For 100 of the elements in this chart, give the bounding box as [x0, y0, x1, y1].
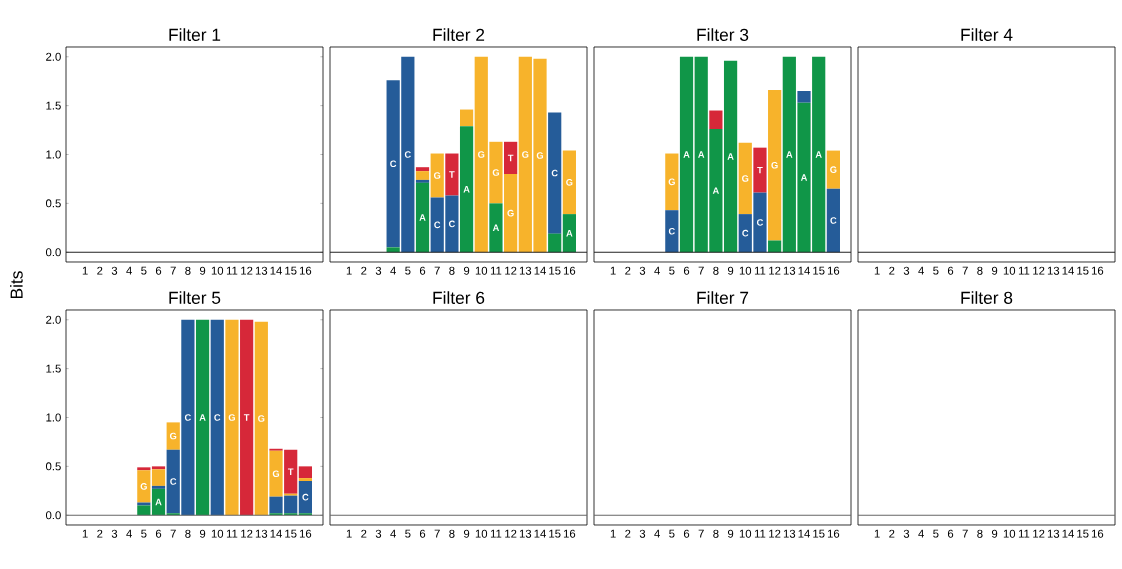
x-tick-label: 11	[754, 266, 766, 275]
x-tick-label: 11	[490, 266, 502, 275]
series-label: G	[742, 175, 749, 182]
x-tick-label: 9	[727, 529, 734, 538]
chart-title: Filter 8	[961, 291, 1013, 304]
x-tick-label: 16	[827, 266, 840, 275]
chart-title: Filter 5	[169, 291, 221, 304]
series-label: A	[786, 151, 793, 158]
x-tick-label: 5	[933, 266, 939, 275]
x-tick-label: 11	[226, 529, 238, 538]
x-tick-label: 6	[683, 266, 690, 275]
x-tick-label: 5	[405, 529, 411, 538]
x-tick-label: 13	[519, 266, 532, 275]
text: A	[800, 174, 808, 181]
x-tick-label: 9	[991, 266, 998, 275]
x-tick-label: 3	[111, 529, 118, 538]
x-tick-label: 8	[713, 266, 719, 275]
x-tick-label: 2	[625, 529, 631, 538]
x-tick-label: 4	[654, 266, 660, 275]
x-tick-label: 8	[449, 529, 455, 538]
x-tick-label: 8	[449, 266, 455, 275]
chart-title: Filter 7	[697, 291, 749, 304]
x-tick-label: 6	[155, 529, 162, 538]
x-tick-label: 1	[610, 266, 616, 275]
x-tick-label: 7	[170, 266, 176, 275]
text: A	[712, 187, 720, 194]
text: G	[228, 414, 235, 421]
x-tick-label: 6	[419, 266, 426, 275]
series-label: C	[448, 220, 456, 228]
text: C	[302, 493, 309, 501]
x-tick-label: 1	[346, 266, 352, 275]
chart-title: Filter 1	[169, 28, 221, 41]
x-tick-label: 3	[111, 266, 118, 275]
x-tick-label: 12	[769, 529, 781, 538]
text: C	[390, 160, 397, 168]
text: G	[258, 415, 265, 422]
x-tick-label: 3	[903, 266, 910, 275]
x-tick-label: 10	[739, 529, 752, 538]
chart-title: Filter 3	[697, 28, 749, 41]
x-tick-label: 11	[490, 529, 502, 538]
x-tick-label: 2	[625, 266, 631, 275]
y-tick-label: 0.0	[45, 248, 61, 257]
text: G	[478, 151, 485, 158]
y-tick-label: 0.5	[45, 462, 61, 471]
text: C	[214, 414, 221, 421]
y-tick-label: 1.0	[46, 413, 61, 422]
x-tick-label: 10	[211, 266, 224, 275]
text: T	[287, 468, 294, 475]
x-tick-label: 16	[1091, 266, 1104, 275]
text: G	[771, 161, 778, 169]
text: A	[566, 229, 573, 237]
x-tick-label: 10	[475, 529, 488, 538]
x-tick-label: 2	[97, 266, 103, 275]
y-tick-label: 0.0	[45, 511, 61, 520]
x-tick-label: 11	[1018, 266, 1030, 275]
text: A	[815, 151, 822, 158]
x-tick-label: 5	[669, 529, 675, 538]
text: C	[404, 151, 411, 158]
text: C	[434, 221, 441, 229]
x-tick-label: 11	[226, 266, 238, 275]
text: G	[522, 151, 529, 158]
x-tick-label: 2	[889, 266, 895, 275]
x-tick-label: 15	[1077, 529, 1089, 538]
x-tick-label: 1	[874, 529, 880, 538]
y-axis-title: Bits	[10, 271, 23, 299]
x-tick-label: 8	[713, 529, 719, 538]
x-tick-label: 6	[155, 266, 162, 275]
text: C	[551, 169, 558, 177]
text: A	[463, 185, 470, 193]
x-tick-label: 8	[977, 266, 983, 275]
x-tick-label: 6	[947, 529, 954, 538]
x-tick-label: 5	[141, 529, 147, 538]
x-tick-label: 2	[361, 266, 367, 275]
text: C	[742, 229, 749, 237]
series-label: G	[169, 432, 177, 440]
chart-title: Filter 4	[961, 28, 1013, 41]
x-tick-label: 1	[874, 266, 880, 275]
x-tick-label: 14	[270, 266, 282, 275]
x-tick-label: 7	[962, 266, 968, 275]
x-tick-label: 15	[813, 266, 825, 275]
x-tick-label: 9	[463, 529, 470, 538]
text: T	[507, 154, 514, 162]
text: G	[492, 169, 499, 176]
x-tick-label: 12	[241, 529, 253, 538]
x-tick-label: 10	[1003, 529, 1016, 538]
text: C	[170, 478, 177, 485]
text: A	[492, 224, 500, 231]
y-tick-label: 2.0	[46, 315, 61, 324]
x-tick-label: 14	[1062, 266, 1074, 275]
x-tick-label: 5	[669, 266, 675, 275]
x-tick-label: 7	[434, 266, 440, 275]
x-tick-label: 12	[505, 529, 517, 538]
x-tick-label: 7	[698, 266, 704, 275]
x-tick-label: 9	[463, 266, 470, 275]
series-label: A	[419, 214, 426, 221]
text: C	[756, 219, 764, 226]
x-tick-label: 12	[1033, 529, 1045, 538]
x-tick-label: 8	[977, 529, 983, 538]
x-tick-label: 14	[1062, 529, 1074, 538]
x-tick-label: 3	[375, 266, 382, 275]
